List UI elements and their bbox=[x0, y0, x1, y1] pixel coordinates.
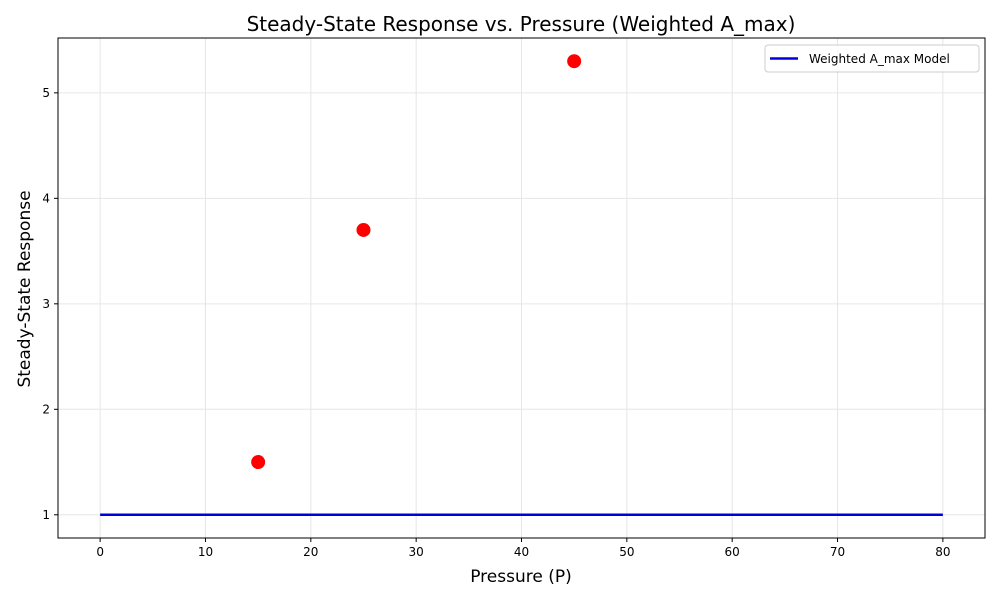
x-tick-label: 50 bbox=[619, 545, 634, 559]
x-axis-title: Pressure (P) bbox=[470, 567, 572, 587]
x-tick-label: 0 bbox=[96, 545, 104, 559]
x-tick-label: 10 bbox=[198, 545, 213, 559]
legend: Weighted A_max Model bbox=[764, 44, 980, 73]
data-point bbox=[251, 455, 266, 470]
y-tick-label: 3 bbox=[42, 297, 50, 311]
x-tick-label: 60 bbox=[725, 545, 740, 559]
x-tick-label: 40 bbox=[514, 545, 529, 559]
y-axis-title: Steady-State Response bbox=[15, 190, 35, 387]
x-tick-label: 70 bbox=[830, 545, 845, 559]
x-axis-ticks: 0 10 20 30 40 50 60 70 80 bbox=[96, 538, 951, 559]
x-tick-label: 20 bbox=[303, 545, 318, 559]
scatter-series bbox=[251, 54, 582, 470]
y-tick-label: 2 bbox=[42, 402, 50, 416]
data-point bbox=[356, 222, 371, 237]
legend-label: Weighted A_max Model bbox=[809, 52, 950, 66]
y-tick-label: 1 bbox=[42, 508, 50, 522]
y-tick-label: 4 bbox=[42, 191, 50, 205]
x-tick-label: 30 bbox=[409, 545, 424, 559]
chart-title: Steady-State Response vs. Pressure (Weig… bbox=[247, 12, 796, 36]
grid bbox=[58, 38, 985, 538]
x-tick-label: 80 bbox=[935, 545, 950, 559]
y-tick-label: 5 bbox=[42, 86, 50, 100]
legend-box bbox=[764, 44, 980, 73]
y-axis-ticks: 1 2 3 4 5 bbox=[42, 86, 58, 522]
data-point bbox=[567, 54, 582, 69]
